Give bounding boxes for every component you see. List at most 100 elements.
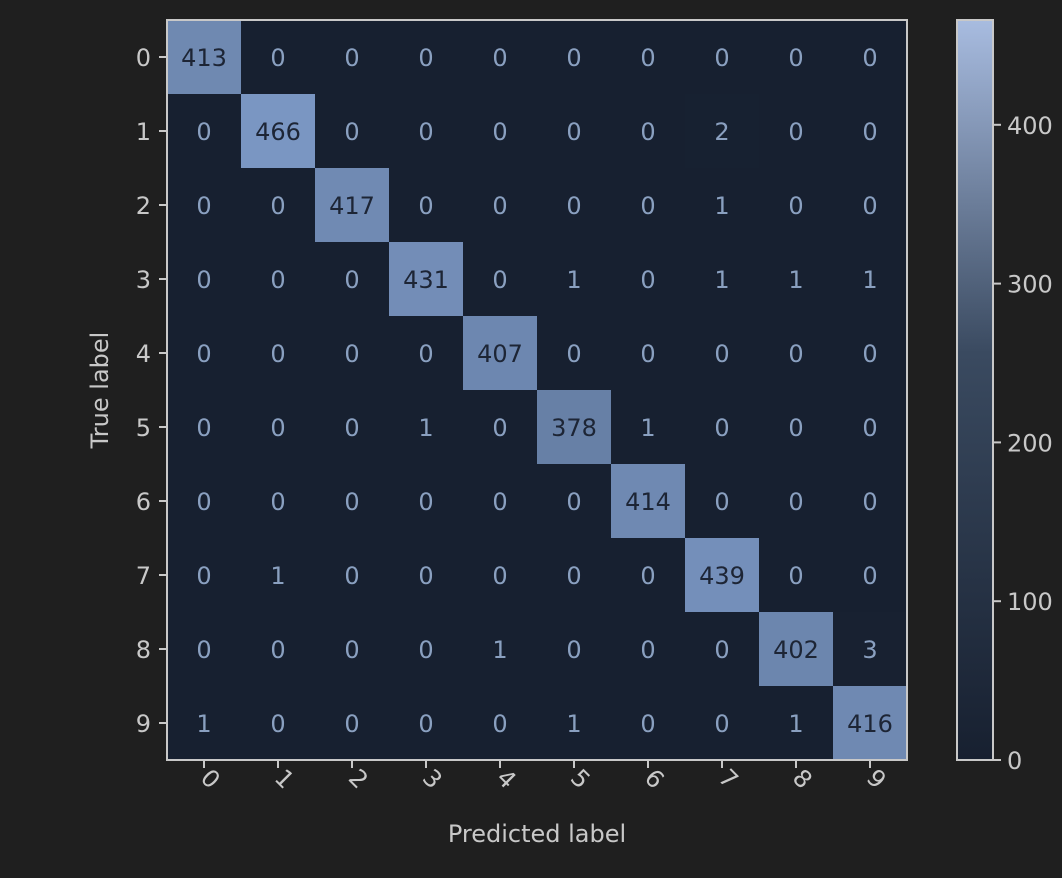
cell-value-label: 0 — [492, 44, 507, 72]
heatmap-cell — [167, 316, 242, 391]
cell-value-label: 0 — [714, 488, 729, 516]
heatmap-cell — [389, 686, 464, 761]
cell-value-label: 1 — [196, 710, 211, 738]
x-tick-label: 2 — [343, 764, 374, 795]
heatmap-cell — [833, 390, 908, 465]
heatmap-cell — [685, 464, 760, 539]
heatmap-cell — [315, 94, 390, 169]
cell-value-label: 0 — [640, 266, 655, 294]
heatmap-cell — [389, 20, 464, 95]
heatmap-cell — [315, 242, 390, 317]
heatmap-cell — [833, 686, 908, 761]
heatmap-cell — [759, 686, 834, 761]
x-axis-label: Predicted label — [448, 820, 626, 848]
x-axis-ticks: 0 1 2 3 4 5 6 7 8 9 — [195, 760, 892, 794]
heatmap-cell — [759, 168, 834, 243]
heatmap-cell — [389, 168, 464, 243]
y-axis-ticks: 0 1 2 3 4 5 6 7 8 9 — [136, 44, 167, 738]
heatmap-cell — [833, 20, 908, 95]
y-tick-label: 8 — [136, 636, 151, 664]
heatmap-cell — [611, 538, 686, 613]
cell-value-label: 0 — [862, 192, 877, 220]
heatmap-cell — [241, 94, 316, 169]
heatmap-cell — [241, 242, 316, 317]
heatmap-cell — [537, 94, 612, 169]
cell-value-label: 0 — [566, 44, 581, 72]
cell-value-label: 0 — [492, 192, 507, 220]
y-tick-label: 2 — [136, 192, 151, 220]
heatmap-cell — [759, 538, 834, 613]
heatmap-cell — [315, 316, 390, 391]
cell-value-label: 0 — [862, 118, 877, 146]
y-tick-label: 7 — [136, 562, 151, 590]
heatmap-cell — [537, 464, 612, 539]
cell-value-label: 0 — [714, 414, 729, 442]
cell-value-label: 1 — [270, 562, 285, 590]
heatmap-cell — [167, 94, 242, 169]
cell-value-label: 431 — [403, 266, 449, 294]
y-tick-label: 4 — [136, 340, 151, 368]
cell-value-label: 378 — [551, 414, 597, 442]
cell-value-label: 0 — [862, 44, 877, 72]
heatmap-cell — [611, 612, 686, 687]
heatmap-cell — [389, 464, 464, 539]
cell-value-label: 0 — [344, 710, 359, 738]
heatmap-cell — [685, 538, 760, 613]
cell-value-label: 1 — [566, 710, 581, 738]
heatmap-cell — [389, 538, 464, 613]
heatmap-cell — [463, 686, 538, 761]
heatmap-cell — [537, 538, 612, 613]
cell-value-label: 1 — [788, 266, 803, 294]
heatmap-cell — [611, 168, 686, 243]
cell-value-label: 0 — [270, 488, 285, 516]
heatmap-cell — [759, 242, 834, 317]
cell-value-label: 0 — [418, 118, 433, 146]
heatmap-cell — [389, 94, 464, 169]
cell-value-label: 0 — [788, 414, 803, 442]
heatmap-cell — [315, 168, 390, 243]
heatmap-cell — [241, 20, 316, 95]
cell-value-label: 0 — [344, 488, 359, 516]
heatmap-cell — [759, 94, 834, 169]
heatmap-cell — [241, 168, 316, 243]
heatmap-cell — [833, 612, 908, 687]
cell-value-label: 0 — [196, 636, 211, 664]
cell-value-label: 0 — [788, 44, 803, 72]
heatmap-cell — [315, 464, 390, 539]
heatmap-cell — [685, 316, 760, 391]
heatmap-cell — [537, 686, 612, 761]
cell-value-label: 0 — [270, 266, 285, 294]
cell-value-label: 1 — [566, 266, 581, 294]
x-tick-label: 6 — [639, 764, 670, 795]
cell-value-label: 0 — [640, 710, 655, 738]
cell-value-label: 0 — [566, 636, 581, 664]
heatmap-cell — [241, 538, 316, 613]
cell-value-label: 1 — [492, 636, 507, 664]
cell-value-label: 0 — [196, 118, 211, 146]
cell-value-label: 0 — [196, 340, 211, 368]
cell-value-label: 0 — [344, 44, 359, 72]
cell-value-label: 0 — [640, 44, 655, 72]
heatmap-cell — [537, 612, 612, 687]
cell-value-label: 0 — [344, 118, 359, 146]
colorbar-tick-label: 100 — [1007, 588, 1053, 616]
cell-value-label: 0 — [270, 636, 285, 664]
cell-value-label: 0 — [862, 340, 877, 368]
heatmap-cell — [241, 390, 316, 465]
heatmap-cell — [685, 390, 760, 465]
heatmap-cell — [241, 612, 316, 687]
heatmap-cell — [463, 94, 538, 169]
cell-value-label: 0 — [566, 488, 581, 516]
y-tick-label: 9 — [136, 710, 151, 738]
cell-value-label: 1 — [714, 266, 729, 294]
cell-value-label: 0 — [492, 266, 507, 294]
x-tick-label: 0 — [195, 764, 226, 795]
cell-value-label: 0 — [714, 636, 729, 664]
heatmap-cell — [537, 316, 612, 391]
cell-value-label: 0 — [270, 44, 285, 72]
cell-value-label: 0 — [788, 562, 803, 590]
cell-value-label: 0 — [862, 414, 877, 442]
heatmap-cell — [759, 20, 834, 95]
cell-value-label: 1 — [714, 192, 729, 220]
